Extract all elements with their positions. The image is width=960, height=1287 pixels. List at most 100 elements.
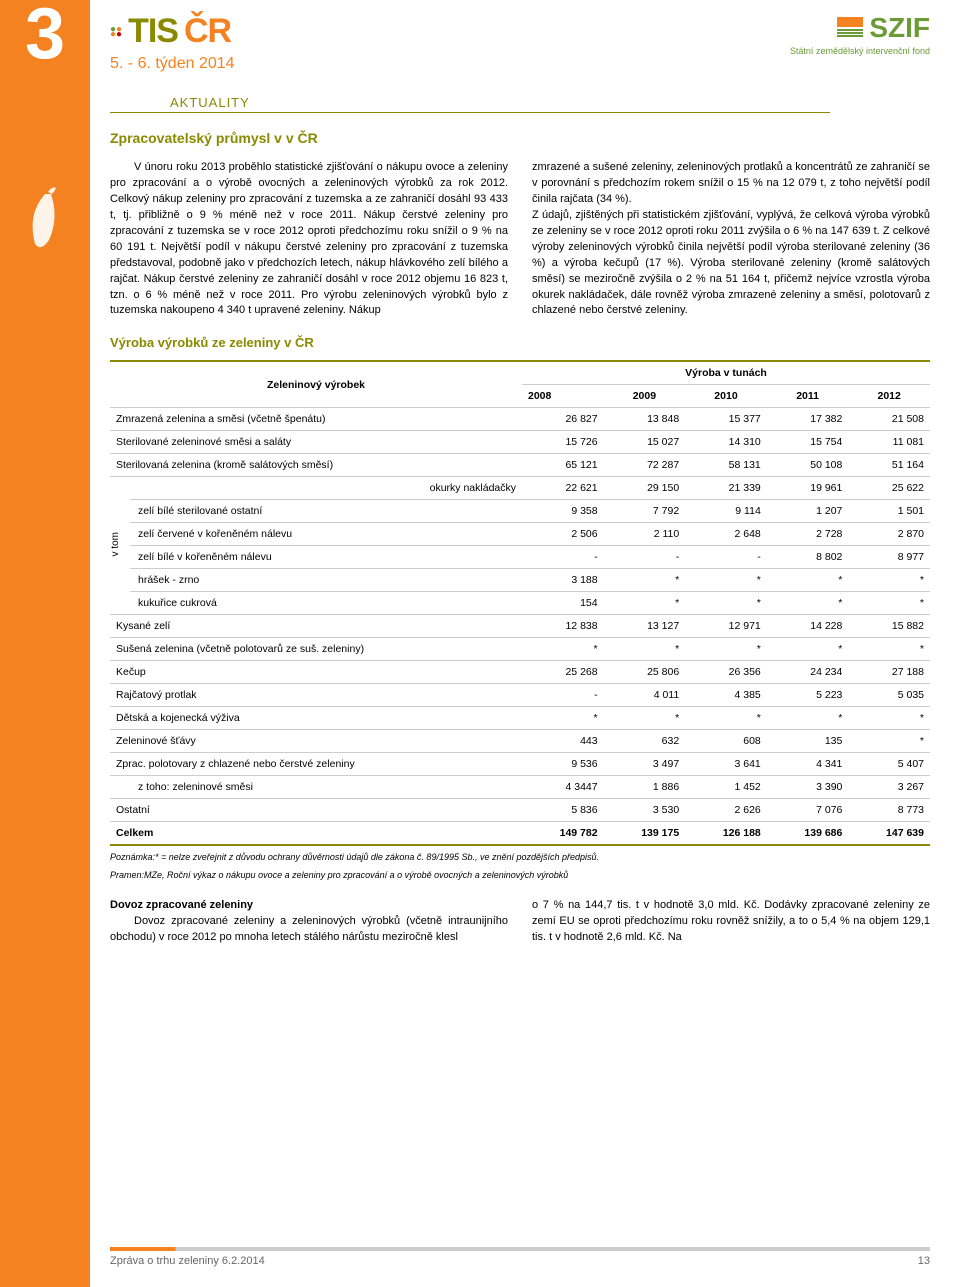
- page-section-number: 3: [0, 0, 90, 64]
- row-value: 15 377: [685, 408, 767, 431]
- row-value: 25 268: [522, 661, 604, 684]
- row-value: *: [848, 638, 930, 661]
- th-year-2: 2010: [685, 385, 767, 408]
- row-value: 26 827: [522, 408, 604, 431]
- row-value: 8 977: [848, 546, 930, 569]
- row-value: -: [522, 546, 604, 569]
- row-value: 8 802: [767, 546, 849, 569]
- row-value: 29 150: [604, 477, 686, 500]
- table-row: Kečup25 26825 80626 35624 23427 188: [110, 661, 930, 684]
- row-value: -: [685, 546, 767, 569]
- table-row: Zprac. polotovary z chlazené nebo čerstv…: [110, 753, 930, 776]
- table-row: Sterilovaná zelenina (kromě salátových s…: [110, 454, 930, 477]
- row-value: 26 356: [685, 661, 767, 684]
- row-value: 25 622: [848, 477, 930, 500]
- row-value: 19 961: [767, 477, 849, 500]
- row-value: *: [522, 707, 604, 730]
- article-columns: V únoru roku 2013 proběhlo statistické z…: [110, 160, 930, 319]
- row-value: 5 223: [767, 684, 849, 707]
- row-value: 2 648: [685, 523, 767, 546]
- logo-dots-icon: ●● ●●: [110, 27, 122, 37]
- row-value: 14 228: [767, 615, 849, 638]
- row-value: 1 886: [604, 776, 686, 799]
- row-value: *: [604, 707, 686, 730]
- row-value: 24 234: [767, 661, 849, 684]
- th-year-0: 2008: [522, 385, 604, 408]
- row-value: -: [522, 684, 604, 707]
- row-value: 12 838: [522, 615, 604, 638]
- row-value: 12 971: [685, 615, 767, 638]
- row-value: 65 121: [522, 454, 604, 477]
- row-value: 14 310: [685, 431, 767, 454]
- row-value: *: [685, 638, 767, 661]
- row-value: *: [848, 707, 930, 730]
- row-value: *: [604, 638, 686, 661]
- row-label: z toho: zeleninové směsi: [110, 776, 522, 799]
- row-label: Ostatní: [110, 799, 522, 822]
- th-year-4: 2012: [848, 385, 930, 408]
- row-label: Sterilovaná zelenina (kromě salátových s…: [110, 454, 522, 477]
- table-row: hrášek - zrno3 188****: [110, 569, 930, 592]
- row-value: 3 497: [604, 753, 686, 776]
- header-rule: [110, 112, 830, 113]
- row-value: 2 870: [848, 523, 930, 546]
- szif-subtitle: Státní zemědělský intervenční fond: [790, 46, 930, 56]
- row-value: *: [767, 638, 849, 661]
- table-row: zelí bílé v kořeněném nálevu---8 8028 97…: [110, 546, 930, 569]
- row-value: 3 530: [604, 799, 686, 822]
- row-value: 3 188: [522, 569, 604, 592]
- row-value: 4 011: [604, 684, 686, 707]
- row-value: 15 882: [848, 615, 930, 638]
- left-orange-bar: 3: [0, 0, 90, 1287]
- article-col-left: V únoru roku 2013 proběhlo statistické z…: [110, 160, 508, 319]
- row-value: 2 110: [604, 523, 686, 546]
- row-value: *: [848, 730, 930, 753]
- row-value: 5 407: [848, 753, 930, 776]
- row-value: 25 806: [604, 661, 686, 684]
- row-value: 154: [522, 592, 604, 615]
- footer-left: Zpráva o trhu zeleniny 6.2.2014: [110, 1255, 265, 1267]
- th-year-3: 2011: [767, 385, 849, 408]
- total-value: 147 639: [848, 822, 930, 846]
- row-value: 9 536: [522, 753, 604, 776]
- bottom-p-left: Dovoz zpracované zeleniny a zeleninových…: [110, 914, 508, 946]
- table-row: zelí červené v kořeněném nálevu2 5062 11…: [110, 523, 930, 546]
- row-value: 5 836: [522, 799, 604, 822]
- table-row: Ostatní5 8363 5302 6267 0768 773: [110, 799, 930, 822]
- article-p2: zmrazené a sušené zeleniny, zeleninových…: [532, 160, 930, 319]
- row-value: 22 621: [522, 477, 604, 500]
- table-row: Sušená zelenina (včetně polotovarů ze su…: [110, 638, 930, 661]
- row-value: 13 127: [604, 615, 686, 638]
- row-value: 1 207: [767, 500, 849, 523]
- row-value: 608: [685, 730, 767, 753]
- row-value: 51 164: [848, 454, 930, 477]
- row-value: 7 792: [604, 500, 686, 523]
- row-value: 15 726: [522, 431, 604, 454]
- th-product: Zeleninový výrobek: [110, 361, 522, 408]
- row-value: *: [685, 592, 767, 615]
- footer-right: 13: [918, 1255, 930, 1267]
- total-label: Celkem: [110, 822, 522, 846]
- table-row: Zeleninové šťávy443632608135*: [110, 730, 930, 753]
- bottom-p-right: o 7 % na 144,7 tis. t v hodnotě 3,0 mld.…: [532, 898, 930, 946]
- row-value: 9 358: [522, 500, 604, 523]
- week-range: 5. - 6. týden 2014: [110, 55, 960, 73]
- szif-logo: SZIF Státní zemědělský intervenční fond: [790, 12, 930, 56]
- article-col-right: zmrazené a sušené zeleniny, zeleninových…: [532, 160, 930, 319]
- row-value: 15 027: [604, 431, 686, 454]
- footer-rule: [110, 1247, 930, 1251]
- row-value: 21 339: [685, 477, 767, 500]
- row-label: Sterilované zeleninové směsi a saláty: [110, 431, 522, 454]
- row-value: *: [848, 592, 930, 615]
- row-label: zelí bílé sterilované ostatní: [130, 500, 522, 523]
- table-title: Výroba výrobků ze zeleniny v ČR: [110, 335, 930, 350]
- row-value: 1 501: [848, 500, 930, 523]
- row-value: 3 641: [685, 753, 767, 776]
- main-content: Zpracovatelský průmysl v v ČR V únoru ro…: [110, 120, 930, 946]
- row-value: 135: [767, 730, 849, 753]
- row-value: 50 108: [767, 454, 849, 477]
- pepper-icon: [0, 184, 90, 257]
- table-row: kukuřice cukrová154****: [110, 592, 930, 615]
- row-value: 7 076: [767, 799, 849, 822]
- bottom-heading: Dovoz zpracované zeleniny: [110, 898, 508, 914]
